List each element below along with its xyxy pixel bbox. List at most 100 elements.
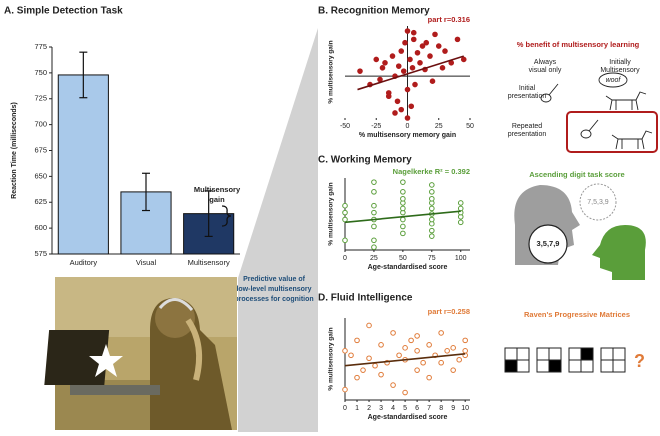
x-tick-label: Auditory: [70, 258, 98, 267]
point: [438, 359, 444, 366]
point: [460, 56, 467, 63]
column-label: Multisensory: [600, 67, 640, 74]
point: [442, 48, 448, 54]
x-tick-label: 0: [343, 255, 347, 262]
point: [342, 237, 348, 244]
point: [409, 65, 416, 71]
y-tick-label: 625: [34, 197, 47, 206]
point: [462, 337, 468, 344]
point: [360, 367, 366, 373]
bar: [57, 74, 109, 255]
stat-label: part r=0.258: [428, 307, 470, 316]
x-tick-label: 3: [379, 405, 383, 412]
point: [394, 98, 401, 105]
point: [432, 31, 438, 38]
point: [371, 237, 377, 244]
row-label: Repeated: [512, 123, 542, 130]
point: [342, 209, 348, 216]
trend-line: [344, 210, 461, 224]
y-tick-label: 750: [34, 68, 47, 77]
point: [429, 233, 435, 239]
x-tick-label: Visual: [136, 258, 157, 267]
point: [400, 189, 406, 195]
x-axis-label: % multisensory memory gain: [359, 132, 456, 139]
x-tick-label: 100: [455, 255, 467, 262]
panel-title: C. Working Memory: [318, 155, 412, 166]
point: [390, 330, 396, 336]
point: [371, 179, 377, 185]
point: [414, 333, 420, 339]
point: [426, 342, 432, 348]
column-label: visual only: [529, 67, 562, 74]
point: [423, 39, 430, 46]
point: [371, 209, 377, 216]
point: [407, 56, 413, 63]
x-tick-label: 50: [399, 255, 407, 262]
point: [372, 362, 378, 369]
point: [429, 205, 435, 212]
point: [366, 355, 372, 362]
panel-title: B. Recognition Memory: [318, 6, 430, 17]
x-tick-label: -50: [340, 123, 350, 130]
illustration-title: Ascending digit task score: [529, 170, 624, 179]
point: [408, 337, 414, 344]
point: [400, 195, 406, 202]
point: [342, 202, 348, 209]
y-tick-label: 575: [34, 249, 47, 258]
point: [371, 189, 377, 195]
point: [398, 106, 405, 113]
point: [429, 195, 435, 202]
stat-label: Nagelkerke R² = 0.392: [393, 167, 470, 176]
point: [402, 39, 408, 46]
y-tick-label: 700: [34, 120, 47, 129]
column-label: Initially: [609, 59, 631, 66]
point: [429, 189, 435, 195]
y-axis-label: Reaction Time (milliseconds): [11, 102, 18, 199]
point: [373, 56, 380, 63]
y-axis-label: % multisensory gain: [328, 182, 335, 245]
point: [357, 68, 363, 74]
point: [438, 330, 444, 336]
y-tick-label: 675: [34, 145, 47, 154]
point: [371, 202, 377, 209]
point: [400, 179, 406, 185]
point: [426, 374, 432, 381]
point: [408, 103, 415, 110]
point: [457, 219, 464, 226]
y-axis-label: % multisensory gain: [328, 327, 335, 390]
x-tick-label: 50: [466, 123, 474, 130]
predictive-line: processes for cognition: [234, 296, 313, 303]
point: [414, 348, 420, 354]
point: [342, 348, 348, 354]
point: [385, 93, 392, 100]
point: [450, 345, 456, 351]
point: [348, 352, 354, 359]
point: [429, 78, 436, 84]
point: [414, 367, 420, 373]
point: [382, 60, 388, 66]
annotation: gain: [209, 195, 225, 204]
b-illustration: % benefit of multisensory learning Alway…: [508, 40, 658, 153]
point: [414, 49, 421, 56]
point: [439, 65, 446, 71]
stat-label: part r=0.316: [428, 15, 470, 24]
point: [396, 352, 402, 359]
illustration-title: Raven's Progressive Matrices: [524, 310, 630, 319]
point: [400, 230, 406, 237]
point: [366, 322, 372, 329]
point: [454, 36, 461, 43]
point: [404, 28, 411, 34]
predictive-line: low-level multisensory: [236, 286, 311, 293]
point: [429, 216, 435, 223]
column-label: Always: [534, 59, 557, 66]
point: [371, 223, 377, 230]
x-tick-label: 8: [439, 405, 443, 412]
y-tick-label: 725: [34, 94, 47, 103]
point: [427, 53, 433, 59]
point: [410, 36, 417, 43]
point: [402, 389, 408, 396]
point: [400, 68, 407, 74]
x-tick-label: 4: [391, 405, 395, 412]
x-tick-label: 25: [435, 123, 443, 130]
